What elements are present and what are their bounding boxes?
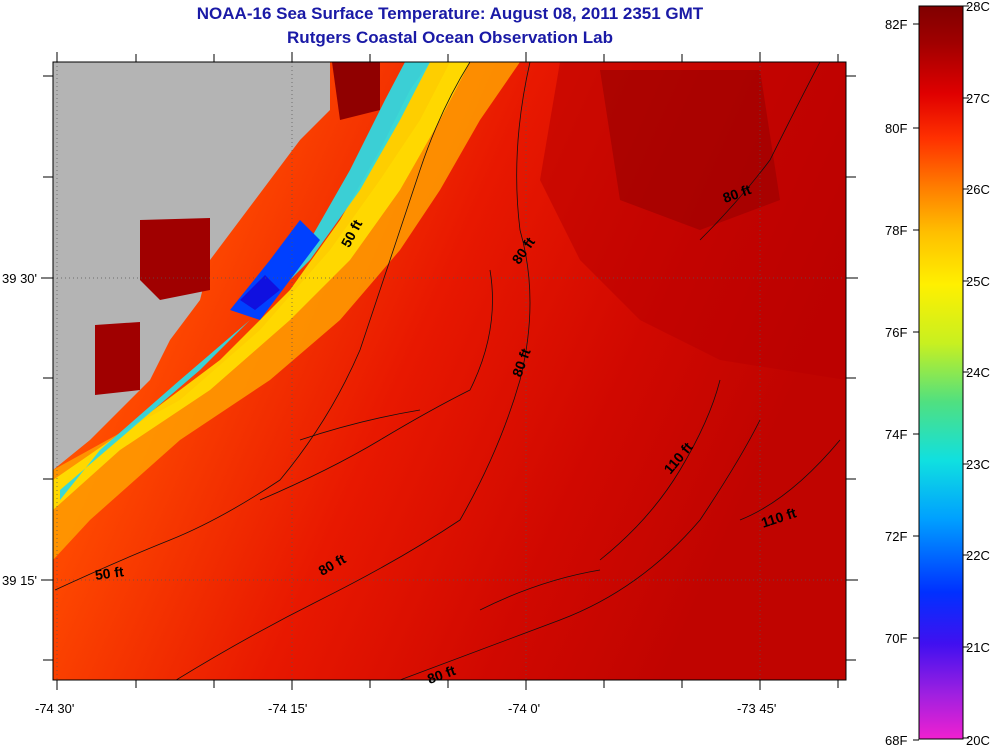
x-tick-label-73-45: -73 45': [737, 701, 776, 716]
coastal-yellow-band: [53, 62, 470, 510]
inland-warm-north: [332, 62, 380, 120]
map-frame: [52, 61, 847, 681]
y-tick-label-39-15: 39 15': [2, 573, 37, 588]
coastal-cyan-band: [60, 62, 430, 500]
inland-warm-bay: [140, 218, 210, 300]
y-tick-label-39-30: 39 30': [2, 271, 37, 286]
cb-f-72: 72F: [885, 529, 907, 544]
x-tick-label-74-0: -74 0': [508, 701, 540, 716]
inland-warm-south: [95, 322, 140, 395]
colorbar: [918, 5, 964, 740]
cb-f-80: 80F: [885, 121, 907, 136]
cb-f-68: 68F: [885, 733, 907, 748]
cb-c-23: 23C: [966, 457, 990, 472]
cb-f-76: 76F: [885, 325, 907, 340]
x-tick-label-74-30: -74 30': [35, 701, 74, 716]
map-subtitle: Rutgers Coastal Ocean Observation Lab: [287, 28, 613, 47]
cb-c-20: 20C: [966, 733, 990, 748]
map-title: NOAA-16 Sea Surface Temperature: August …: [196, 4, 704, 23]
cb-c-28: 28C: [966, 0, 990, 14]
cb-f-78: 78F: [885, 223, 907, 238]
cb-c-24: 24C: [966, 365, 990, 380]
cb-f-70: 70F: [885, 631, 907, 646]
x-tick-label-74-15: -74 15': [268, 701, 307, 716]
cb-f-74: 74F: [885, 427, 907, 442]
contour-label-50ft-south: 50 ft: [94, 563, 125, 583]
cb-f-82: 82F: [885, 17, 907, 32]
cb-c-25: 25C: [966, 274, 990, 289]
cb-c-21: 21C: [966, 640, 990, 655]
warm-core-inner: [600, 70, 780, 230]
cb-c-27: 27C: [966, 91, 990, 106]
cold-upwelling-core: [240, 275, 280, 310]
colorbar-ticks: [913, 5, 969, 741]
bathymetry-contours: [54, 62, 841, 680]
graticule: [53, 62, 846, 680]
cb-c-26: 26C: [966, 182, 990, 197]
axis-ticks: [41, 52, 858, 690]
cb-c-22: 22C: [966, 548, 990, 563]
